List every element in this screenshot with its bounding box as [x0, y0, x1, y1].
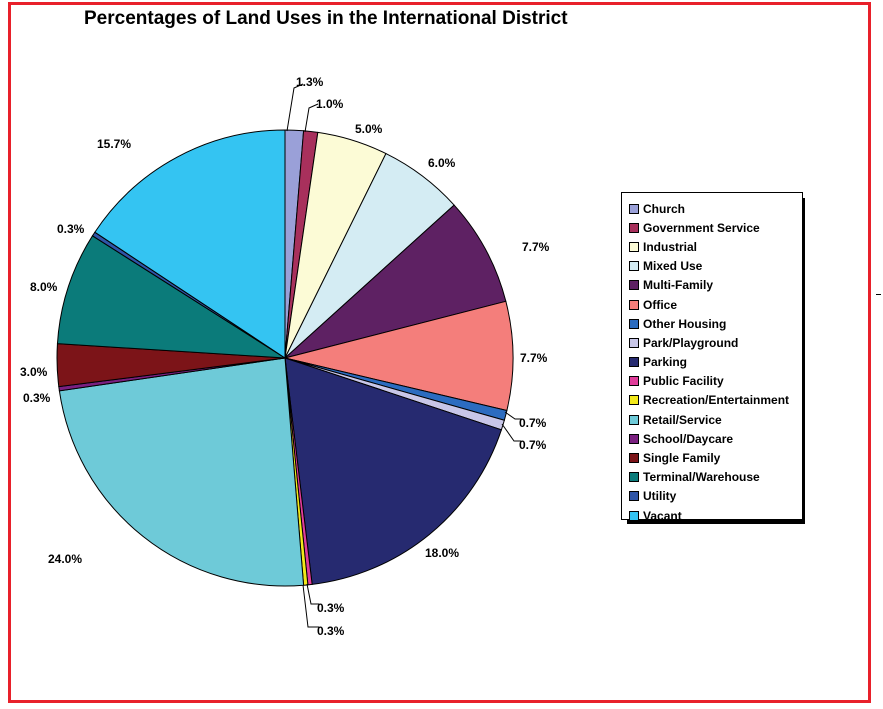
- legend-swatch: [629, 433, 639, 444]
- legend-swatch: [629, 376, 639, 387]
- legend-label: Office: [643, 297, 678, 312]
- legend-item: School/Daycare: [629, 429, 802, 448]
- edge-tick: [876, 294, 881, 295]
- legend-swatch: [629, 357, 639, 368]
- data-label: 7.7%: [522, 240, 550, 254]
- legend-label: Church: [643, 201, 685, 216]
- leader-line: [501, 423, 521, 442]
- legend-label: Recreation/Entertainment: [643, 393, 790, 408]
- chart-title: Percentages of Land Uses in the Internat…: [84, 8, 568, 29]
- data-label: 0.7%: [519, 416, 547, 430]
- data-label: 0.3%: [57, 222, 85, 236]
- legend-item: Public Facility: [629, 372, 802, 391]
- legend-swatch: [629, 318, 639, 329]
- data-label: 8.0%: [30, 280, 58, 294]
- data-label: 0.3%: [23, 391, 51, 405]
- leader-line: [504, 411, 522, 420]
- legend-item: Terminal/Warehouse: [629, 468, 802, 487]
- legend-item: Recreation/Entertainment: [629, 391, 802, 410]
- legend-label: School/Daycare: [643, 431, 734, 446]
- legend-swatch: [629, 510, 639, 521]
- legend-swatch: [629, 280, 639, 291]
- pie-slice-multi-family: [284, 204, 507, 359]
- data-label: 1.0%: [316, 97, 344, 111]
- legend-item: Retail/Service: [629, 410, 802, 429]
- legend-swatch: [629, 414, 639, 425]
- legend-label: Park/Playground: [643, 335, 739, 350]
- legend-item: Other Housing: [629, 314, 802, 333]
- legend-swatch: [629, 241, 639, 252]
- legend-label: Industrial: [643, 239, 698, 254]
- pie-slice-retail-service: [58, 357, 305, 587]
- legend-swatch: [629, 337, 639, 348]
- legend-item: Park/Playground: [629, 333, 802, 352]
- data-label: 0.3%: [317, 624, 345, 638]
- pie-slice-office: [284, 300, 514, 412]
- leader-line: [304, 103, 319, 133]
- legend-label: Retail/Service: [643, 412, 722, 427]
- legend-item: Parking: [629, 353, 802, 372]
- pie-slice-parking: [284, 357, 503, 585]
- legend-item: Church: [629, 199, 802, 218]
- legend-label: Terminal/Warehouse: [643, 470, 760, 485]
- legend-item: Office: [629, 295, 802, 314]
- data-label: 0.7%: [519, 438, 547, 452]
- legend-label: Utility: [643, 489, 677, 504]
- legend-item: Vacant: [629, 506, 802, 525]
- leader-line: [286, 83, 304, 132]
- legend-label: Other Housing: [643, 316, 727, 331]
- legend-label: Multi-Family: [643, 278, 714, 293]
- leader-line: [306, 583, 319, 605]
- chart-legend: Church Government Service Industrial Mixed …: [621, 192, 803, 523]
- legend-swatch: [629, 395, 639, 406]
- data-label: 3.0%: [20, 365, 48, 379]
- data-label: 0.3%: [317, 601, 345, 615]
- legend-item: Utility: [629, 487, 802, 506]
- legend-label: Government Service: [643, 220, 760, 235]
- data-label: 1.3%: [296, 75, 324, 89]
- pie-slice-vacant: [94, 129, 286, 359]
- legend-item: Single Family: [629, 448, 802, 467]
- legend-label: Mixed Use: [643, 259, 703, 274]
- legend-label: Single Family: [643, 451, 721, 466]
- legend-item: Mixed Use: [629, 257, 802, 276]
- leader-line: [302, 584, 319, 628]
- legend-swatch: [629, 261, 639, 272]
- legend-label: Vacant: [643, 508, 682, 523]
- legend-label: Public Facility: [643, 374, 724, 389]
- data-label: 15.7%: [97, 137, 131, 151]
- data-label: 6.0%: [428, 156, 456, 170]
- data-label: 24.0%: [48, 552, 82, 566]
- data-label: 18.0%: [425, 546, 459, 560]
- legend-swatch: [629, 299, 639, 310]
- data-label: 7.7%: [520, 351, 548, 365]
- legend-item: Government Service: [629, 218, 802, 237]
- legend-swatch: [629, 453, 639, 464]
- legend-item: Industrial: [629, 237, 802, 256]
- data-label: 5.0%: [355, 122, 383, 136]
- legend-swatch: [629, 491, 639, 502]
- legend-label: Parking: [643, 355, 688, 370]
- legend-swatch: [629, 472, 639, 483]
- pie-slice-terminal-warehouse: [56, 235, 286, 359]
- legend-swatch: [629, 222, 639, 233]
- legend-swatch: [629, 203, 639, 214]
- legend-item: Multi-Family: [629, 276, 802, 295]
